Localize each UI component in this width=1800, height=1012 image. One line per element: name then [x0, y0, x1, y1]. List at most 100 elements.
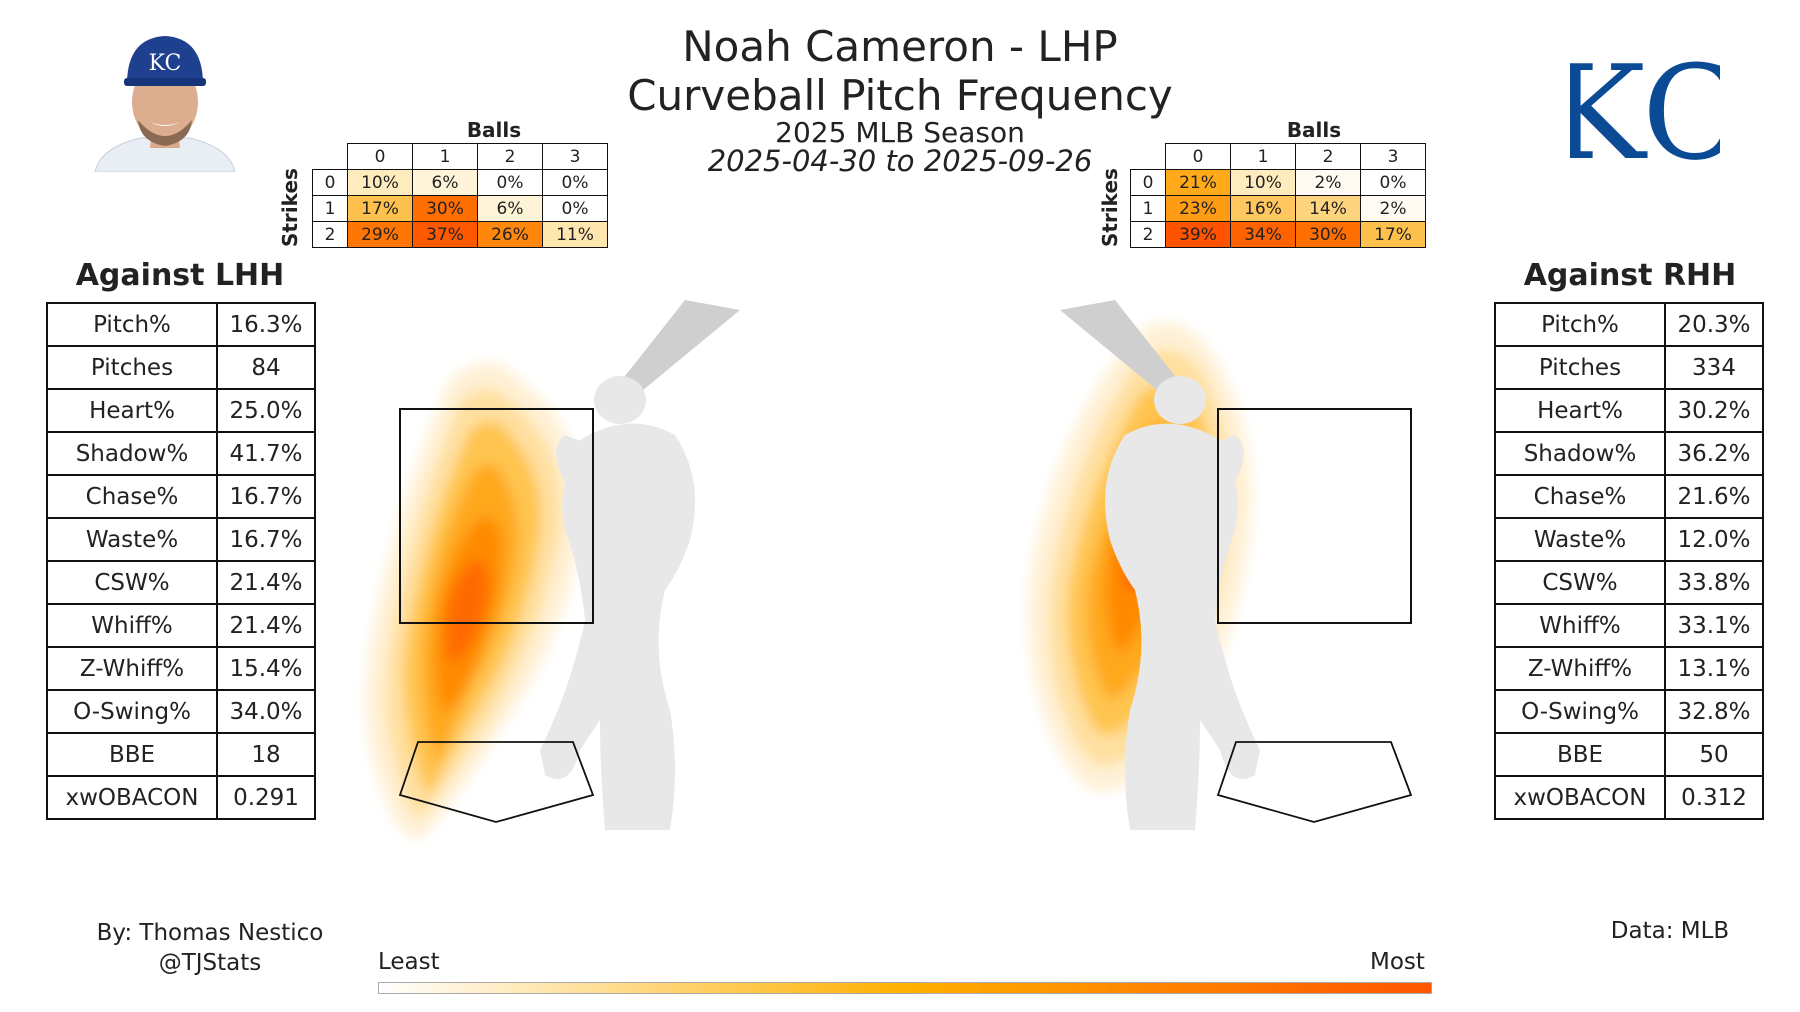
- stat-label: BBE: [46, 732, 218, 777]
- stat-value: 25.0%: [216, 388, 316, 433]
- stat-label: Shadow%: [1494, 431, 1666, 476]
- ball-header: 2: [477, 143, 543, 170]
- stat-value: 33.8%: [1664, 560, 1764, 605]
- stat-row: CSW% 21.4%: [46, 560, 316, 605]
- count-cell: 6%: [477, 195, 543, 222]
- stat-label: CSW%: [46, 560, 218, 605]
- stat-label: Pitch%: [1494, 302, 1666, 347]
- lhh-title: Against LHH: [75, 258, 285, 293]
- count-cell: 14%: [1295, 195, 1361, 222]
- rhh-balls-label: Balls: [1286, 118, 1342, 142]
- stat-value: 21.6%: [1664, 474, 1764, 519]
- stat-value: 34.0%: [216, 689, 316, 734]
- ball-header: 0: [347, 143, 413, 170]
- count-cell: 29%: [347, 221, 413, 248]
- stat-row: Waste% 12.0%: [1494, 517, 1764, 562]
- cap-logo: KC: [149, 51, 182, 76]
- stat-value: 16.3%: [216, 302, 316, 347]
- ball-header: 2: [1295, 143, 1361, 170]
- stat-label: Waste%: [1494, 517, 1666, 562]
- count-cell: 0%: [477, 169, 543, 196]
- stat-row: Chase% 16.7%: [46, 474, 316, 519]
- stat-label: Pitches: [1494, 345, 1666, 390]
- stat-value: 21.4%: [216, 560, 316, 605]
- count-cell: 30%: [1295, 221, 1361, 248]
- stat-value: 41.7%: [216, 431, 316, 476]
- count-cell: 11%: [542, 221, 608, 248]
- stat-row: BBE 18: [46, 732, 316, 777]
- byline: By: Thomas Nestico: [96, 920, 324, 946]
- stat-row: Waste% 16.7%: [46, 517, 316, 562]
- stat-row: Heart% 25.0%: [46, 388, 316, 433]
- lhh-strike-zone: [399, 408, 594, 624]
- lhh-density-heatmap: [366, 362, 582, 840]
- stat-label: Shadow%: [46, 431, 218, 476]
- lhh-count-grid: 0 1 2 3 0 10% 6% 0% 0% 1 17% 30% 6% 0% 2…: [312, 143, 608, 248]
- stat-value: 334: [1664, 345, 1764, 390]
- stat-label: xwOBACON: [46, 775, 218, 820]
- stat-label: Pitch%: [46, 302, 218, 347]
- colorbar-least-label: Least: [378, 949, 440, 975]
- stat-label: Heart%: [46, 388, 218, 433]
- stat-row: Pitch% 20.3%: [1494, 302, 1764, 347]
- stat-label: O-Swing%: [1494, 689, 1666, 734]
- count-cell: 39%: [1165, 221, 1231, 248]
- stat-label: Pitches: [46, 345, 218, 390]
- stat-row: Heart% 30.2%: [1494, 388, 1764, 433]
- stat-label: O-Swing%: [46, 689, 218, 734]
- stat-value: 15.4%: [216, 646, 316, 691]
- stat-row: Pitch% 16.3%: [46, 302, 316, 347]
- rhh-strike-zone: [1217, 408, 1412, 624]
- stat-value: 0.312: [1664, 775, 1764, 820]
- stat-row: xwOBACON 0.291: [46, 775, 316, 820]
- ball-header: 1: [412, 143, 478, 170]
- count-cell: 30%: [412, 195, 478, 222]
- count-cell: 16%: [1230, 195, 1296, 222]
- stat-label: Whiff%: [46, 603, 218, 648]
- ball-header: 1: [1230, 143, 1296, 170]
- count-cell: 37%: [412, 221, 478, 248]
- strike-header: 2: [312, 221, 348, 248]
- stat-row: Whiff% 33.1%: [1494, 603, 1764, 648]
- rhh-count-grid: 0 1 2 3 0 21% 10% 2% 0% 1 23% 16% 14% 2%…: [1130, 143, 1426, 248]
- stat-row: BBE 50: [1494, 732, 1764, 777]
- stat-row: Shadow% 36.2%: [1494, 431, 1764, 476]
- twitter-handle: @TJStats: [158, 950, 262, 976]
- stat-label: BBE: [1494, 732, 1666, 777]
- stat-row: CSW% 33.8%: [1494, 560, 1764, 605]
- stat-label: Heart%: [1494, 388, 1666, 433]
- strike-zone-field: [366, 300, 1413, 840]
- stat-label: xwOBACON: [1494, 775, 1666, 820]
- count-cell: 21%: [1165, 169, 1231, 196]
- stat-row: Z-Whiff% 13.1%: [1494, 646, 1764, 691]
- stat-label: CSW%: [1494, 560, 1666, 605]
- stat-label: Waste%: [46, 517, 218, 562]
- season-label: 2025 MLB Season: [775, 116, 1025, 149]
- right-bat-icon: [1060, 300, 1190, 405]
- ball-header: 0: [1165, 143, 1231, 170]
- stat-value: 16.7%: [216, 474, 316, 519]
- team-logo: KC: [1548, 18, 1741, 189]
- count-cell: 10%: [1230, 169, 1296, 196]
- stat-value: 84: [216, 345, 316, 390]
- lhh-batter-silhouette: [540, 300, 740, 830]
- count-cell: 34%: [1230, 221, 1296, 248]
- count-cell: 10%: [347, 169, 413, 196]
- rhh-batter-silhouette: [1060, 300, 1260, 830]
- count-cell: 2%: [1360, 195, 1426, 222]
- stat-row: Whiff% 21.4%: [46, 603, 316, 648]
- rhh-home-plate: [1216, 741, 1413, 823]
- byline-block: By: Thomas Nestico @TJStats: [80, 918, 340, 978]
- colorbar-most-label: Most: [1370, 949, 1425, 975]
- stat-value: 12.0%: [1664, 517, 1764, 562]
- stat-value: 36.2%: [1664, 431, 1764, 476]
- count-cell: 0%: [542, 169, 608, 196]
- stat-row: xwOBACON 0.312: [1494, 775, 1764, 820]
- stat-value: 32.8%: [1664, 689, 1764, 734]
- count-cell: 17%: [1360, 221, 1426, 248]
- lhh-stats-table: Pitch% 16.3% Pitches 84 Heart% 25.0% Shadow% 41…: [46, 302, 316, 820]
- stat-value: 16.7%: [216, 517, 316, 562]
- rhh-stats-table: Pitch% 20.3% Pitches 334 Heart% 30.2% Shadow% 3…: [1494, 302, 1764, 820]
- stat-label: Z-Whiff%: [1494, 646, 1666, 691]
- chart-subtitle: Curveball Pitch Frequency: [627, 71, 1173, 120]
